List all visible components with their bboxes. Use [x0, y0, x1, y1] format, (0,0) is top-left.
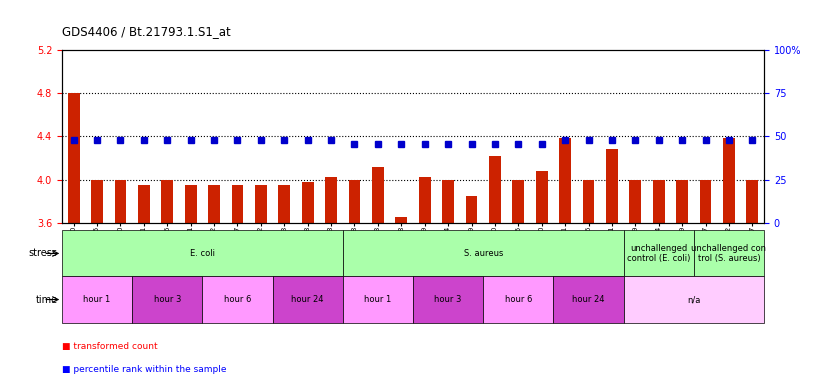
- Text: hour 24: hour 24: [292, 295, 324, 304]
- Bar: [624, 230, 694, 276]
- Bar: [419, 177, 430, 223]
- Text: E. coli: E. coli: [190, 249, 215, 258]
- Bar: [255, 185, 267, 223]
- Bar: [138, 185, 150, 223]
- Bar: [624, 276, 764, 323]
- Bar: [161, 180, 173, 223]
- Text: GDS4406 / Bt.21793.1.S1_at: GDS4406 / Bt.21793.1.S1_at: [62, 25, 230, 38]
- Text: hour 1: hour 1: [83, 295, 111, 304]
- Bar: [185, 185, 197, 223]
- Bar: [442, 180, 454, 223]
- Text: hour 3: hour 3: [434, 295, 462, 304]
- Bar: [349, 180, 360, 223]
- Bar: [202, 276, 273, 323]
- Bar: [466, 196, 477, 223]
- Bar: [343, 276, 413, 323]
- Text: hour 1: hour 1: [364, 295, 392, 304]
- Text: time: time: [36, 295, 58, 305]
- Bar: [483, 276, 553, 323]
- Bar: [132, 276, 202, 323]
- Text: n/a: n/a: [687, 295, 700, 304]
- Text: ■ transformed count: ■ transformed count: [62, 342, 158, 351]
- Text: hour 6: hour 6: [224, 295, 251, 304]
- Bar: [629, 180, 641, 223]
- Bar: [413, 276, 483, 323]
- Bar: [68, 93, 79, 223]
- Bar: [115, 180, 126, 223]
- Bar: [489, 156, 501, 223]
- Text: ■ percentile rank within the sample: ■ percentile rank within the sample: [62, 365, 226, 374]
- Text: stress: stress: [29, 248, 58, 258]
- Bar: [553, 276, 624, 323]
- Text: unchallenged con
trol (S. aureus): unchallenged con trol (S. aureus): [691, 244, 767, 263]
- Bar: [91, 180, 103, 223]
- Bar: [278, 185, 290, 223]
- Bar: [723, 139, 735, 223]
- Bar: [343, 230, 624, 276]
- Bar: [694, 230, 764, 276]
- Bar: [301, 182, 314, 223]
- Bar: [747, 180, 758, 223]
- Bar: [536, 171, 548, 223]
- Text: unchallenged
control (E. coli): unchallenged control (E. coli): [627, 244, 691, 263]
- Bar: [606, 149, 618, 223]
- Bar: [512, 180, 525, 223]
- Bar: [62, 230, 343, 276]
- Bar: [208, 185, 220, 223]
- Bar: [396, 217, 407, 223]
- Bar: [62, 276, 132, 323]
- Text: S. aureus: S. aureus: [463, 249, 503, 258]
- Bar: [273, 276, 343, 323]
- Bar: [559, 139, 571, 223]
- Bar: [231, 185, 244, 223]
- Bar: [372, 167, 384, 223]
- Bar: [582, 180, 595, 223]
- Text: hour 6: hour 6: [505, 295, 532, 304]
- Bar: [653, 180, 665, 223]
- Bar: [325, 177, 337, 223]
- Text: hour 24: hour 24: [572, 295, 605, 304]
- Bar: [676, 180, 688, 223]
- Text: hour 3: hour 3: [154, 295, 181, 304]
- Bar: [700, 180, 711, 223]
